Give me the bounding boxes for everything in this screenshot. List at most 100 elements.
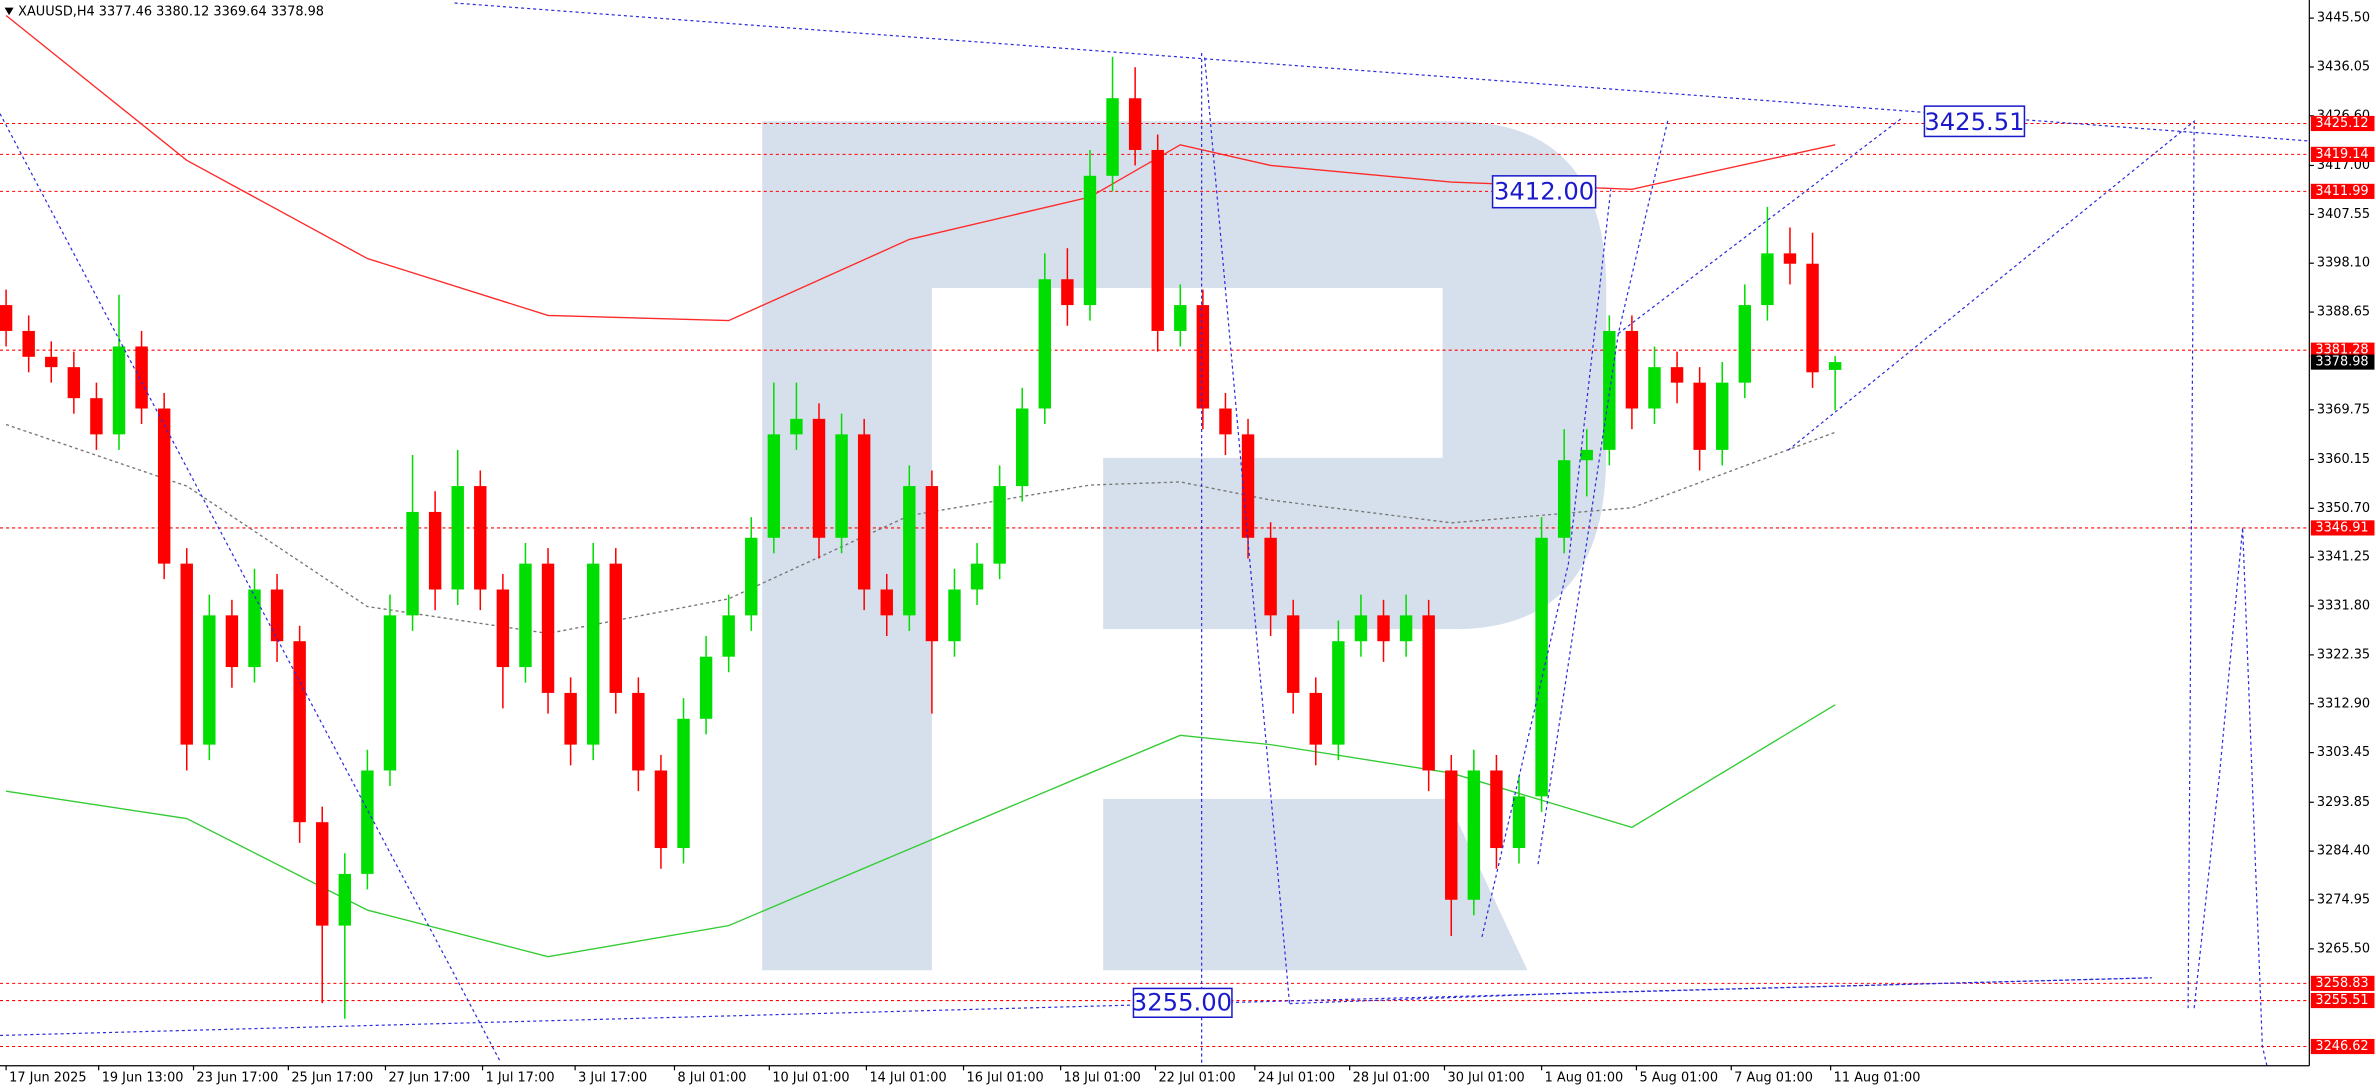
candle-body bbox=[699, 656, 713, 719]
candle-body bbox=[1151, 149, 1164, 331]
candle-body bbox=[293, 641, 306, 823]
annotation-box bbox=[1923, 105, 2026, 138]
x-tick-label: 18 Jul 01:00 bbox=[1064, 1070, 1141, 1085]
x-tick-label: 11 Aug 01:00 bbox=[1834, 1070, 1921, 1085]
candle-body bbox=[90, 398, 103, 435]
candle-body bbox=[1219, 408, 1232, 435]
price-level-tag bbox=[2310, 520, 2375, 536]
candle-body bbox=[1377, 615, 1390, 642]
candle-body bbox=[519, 563, 532, 668]
annotation-box bbox=[1132, 987, 1233, 1018]
y-tick-label: 3436.05 bbox=[2317, 59, 2370, 74]
candle-body bbox=[1332, 641, 1345, 745]
candle-body bbox=[1309, 692, 1322, 745]
y-tick-label: 3407.55 bbox=[2317, 207, 2370, 222]
price-level-label: 3425.12 bbox=[2315, 116, 2368, 131]
candle-body bbox=[180, 563, 193, 745]
candle-body bbox=[1535, 537, 1548, 797]
candle-body bbox=[22, 330, 35, 357]
candle-body bbox=[1648, 367, 1661, 409]
candle-body bbox=[428, 511, 442, 590]
logo-shape bbox=[1103, 798, 1528, 971]
candle-body bbox=[790, 418, 803, 435]
candle-body bbox=[1716, 382, 1729, 450]
y-tick-label: 3350.70 bbox=[2317, 501, 2370, 516]
candle-body bbox=[1264, 537, 1277, 616]
logo-shape bbox=[762, 121, 1607, 971]
trend-line bbox=[1481, 189, 1612, 938]
x-tick-label: 10 Jul 01:00 bbox=[772, 1070, 849, 1085]
annotation: 3425.51 bbox=[1924, 107, 2024, 136]
candle-body bbox=[1512, 796, 1526, 849]
forecast-lines bbox=[0, 2, 2310, 1066]
candle-body bbox=[338, 873, 352, 926]
y-tick-label: 3331.80 bbox=[2317, 599, 2370, 614]
price-axis bbox=[2309, 0, 2376, 1090]
y-tick-label: 3388.65 bbox=[2317, 305, 2370, 320]
candle-body bbox=[835, 434, 848, 538]
candle-body bbox=[880, 589, 893, 616]
x-tick-label: 1 Aug 01:00 bbox=[1545, 1070, 1624, 1085]
y-tick-label: 3398.10 bbox=[2317, 256, 2370, 271]
price-level-label: 3255.51 bbox=[2315, 993, 2368, 1008]
price-level-tag bbox=[2310, 146, 2375, 162]
candle-body bbox=[1128, 98, 1142, 150]
moving-average bbox=[5, 704, 1836, 958]
y-tick-label: 3284.40 bbox=[2317, 844, 2370, 859]
candle-body bbox=[857, 434, 871, 590]
x-tick-label: 8 Jul 01:00 bbox=[678, 1070, 747, 1085]
candle-body bbox=[632, 692, 645, 771]
moving-average bbox=[5, 14, 1836, 322]
candle-body bbox=[1828, 362, 1842, 370]
x-tick-label: 1 Jul 17:00 bbox=[486, 1070, 555, 1085]
x-tick-label: 3 Jul 17:00 bbox=[578, 1070, 647, 1085]
x-tick-label: 19 Jun 13:00 bbox=[102, 1070, 184, 1085]
price-level-label: 3246.62 bbox=[2315, 1039, 2368, 1054]
x-tick-label: 25 Jun 17:00 bbox=[291, 1070, 373, 1085]
watermark-logo bbox=[762, 121, 1607, 971]
candle-body bbox=[451, 486, 464, 590]
candle-body bbox=[225, 615, 239, 668]
price-level-tag bbox=[2310, 1038, 2375, 1055]
x-tick-label: 24 Jul 01:00 bbox=[1258, 1070, 1335, 1085]
trend-line bbox=[454, 2, 2310, 142]
candle-body bbox=[609, 563, 622, 693]
y-tick-label: 3369.75 bbox=[2317, 402, 2370, 417]
price-level-tag bbox=[2310, 992, 2375, 1009]
candle-body bbox=[1286, 615, 1300, 693]
candle-body bbox=[1241, 434, 1255, 538]
trend-line bbox=[1204, 57, 1291, 1004]
candle-body bbox=[1399, 615, 1413, 642]
forecast-line bbox=[1289, 977, 2152, 1005]
candle-body bbox=[1557, 460, 1571, 538]
price-level-label: 3346.91 bbox=[2315, 520, 2368, 535]
candle-body bbox=[112, 346, 126, 435]
x-tick-label: 23 Jun 17:00 bbox=[197, 1070, 279, 1085]
y-tick-label: 3445.50 bbox=[2317, 11, 2370, 26]
candle-body bbox=[0, 305, 13, 331]
price-level-tag bbox=[2310, 183, 2375, 199]
candle-body bbox=[812, 418, 826, 538]
x-tick-label: 17 Jun 2025 bbox=[9, 1070, 86, 1085]
y-tick-label: 3360.15 bbox=[2317, 452, 2370, 467]
candle-body bbox=[1354, 615, 1368, 642]
candle-body bbox=[745, 537, 758, 616]
candle-body bbox=[722, 615, 735, 657]
candle-body bbox=[970, 563, 984, 590]
candle-body bbox=[767, 434, 781, 538]
y-tick-label: 3322.35 bbox=[2317, 647, 2370, 662]
candle-body bbox=[903, 486, 916, 616]
trend-line bbox=[1617, 117, 1903, 335]
candle-body bbox=[925, 486, 939, 642]
candle-body bbox=[586, 563, 600, 745]
candle-body bbox=[157, 408, 171, 564]
y-tick-label: 3265.50 bbox=[2317, 941, 2370, 956]
y-tick-label: 3274.95 bbox=[2317, 893, 2370, 908]
candle-body bbox=[1445, 770, 1458, 900]
chart-title: XAUUSD,H4 3377.46 3380.12 3369.64 3378.9… bbox=[18, 5, 324, 20]
menu-arrow[interactable] bbox=[4, 7, 14, 16]
candle-body bbox=[383, 615, 397, 771]
candle-body bbox=[677, 718, 690, 849]
candle-body bbox=[474, 486, 487, 590]
candle-body bbox=[67, 367, 81, 399]
